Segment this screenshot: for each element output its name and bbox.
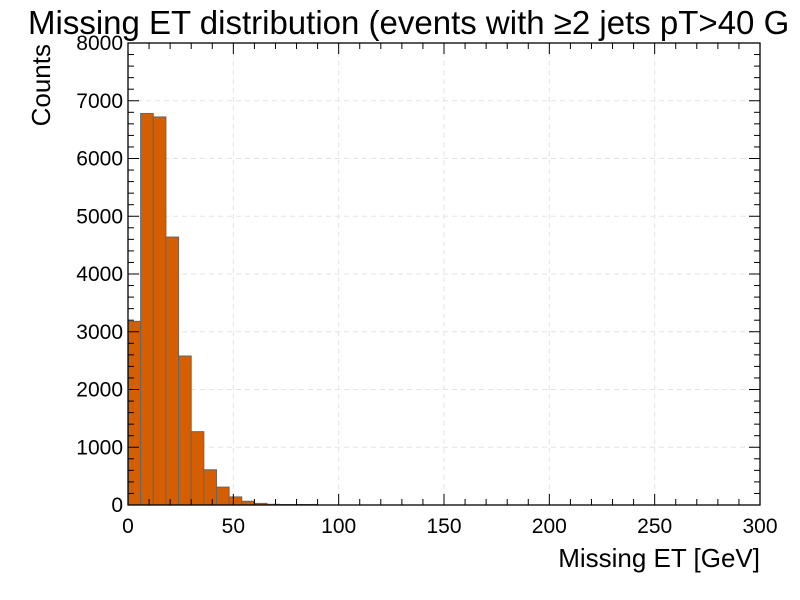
y-tick-label: 7000 [76, 90, 123, 113]
x-tick-label: 100 [321, 515, 356, 538]
x-tick-label: 300 [742, 515, 777, 538]
y-tick-label: 6000 [76, 148, 123, 171]
histogram-bar [178, 355, 192, 506]
histogram-bar [215, 486, 230, 506]
x-tick-label: 0 [122, 515, 134, 538]
y-tick-label: 1000 [76, 436, 123, 459]
y-tick-label: 5000 [76, 205, 123, 228]
y-axis-label: Counts [26, 44, 56, 126]
grid-layer [127, 42, 761, 506]
histogram-bar [165, 236, 180, 506]
x-tick-label: 200 [532, 515, 567, 538]
y-tick-label: 2000 [76, 379, 123, 402]
histogram-bar [140, 112, 154, 506]
histogram-bar [152, 116, 167, 506]
histogram-bar [190, 431, 205, 506]
histogram-bar [203, 469, 217, 506]
chart-title: Missing ET distribution (events with ≥2 … [28, 4, 789, 41]
histogram-bar [127, 320, 142, 506]
x-tick-label: 50 [222, 515, 245, 538]
y-tick-label: 4000 [76, 263, 123, 286]
x-tick-label: 250 [637, 515, 672, 538]
x-axis-label: Missing ET [GeV] [558, 543, 760, 573]
y-tick-label: 0 [111, 494, 123, 517]
axes-layer: 0 50 100 150 200 250 3000100020003000400050006… [76, 32, 777, 538]
histogram-bar [228, 496, 243, 506]
y-tick-label: 3000 [76, 321, 123, 344]
bars-layer [127, 112, 319, 506]
y-tick-label: 8000 [76, 32, 123, 55]
x-tick-label: 150 [426, 515, 461, 538]
